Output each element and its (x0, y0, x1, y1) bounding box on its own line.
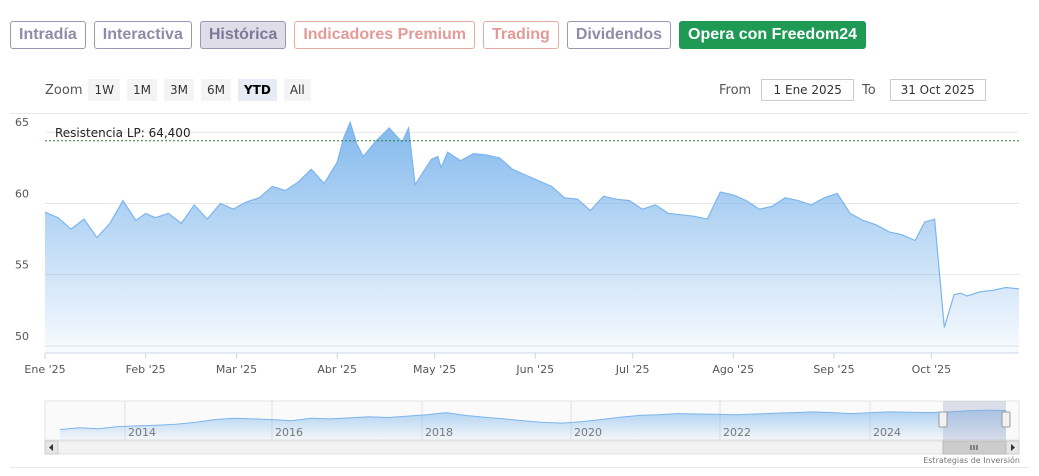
navigator-right-handle[interactable] (1001, 411, 1011, 428)
tab-dividendos[interactable]: Dividendos (566, 21, 672, 49)
range-to: To 31 Oct 2025 (862, 79, 986, 101)
x-tick-label: Mar '25 (216, 363, 257, 376)
zoom-ytd-button[interactable]: YTD (237, 79, 277, 101)
freedom24-button[interactable]: Opera con Freedom24 (679, 21, 866, 49)
tab-bar: Intradía Interactiva Histórica Indicador… (10, 21, 866, 49)
x-tick-label: Jun '25 (515, 363, 554, 376)
x-tick-label: Oct '25 (912, 363, 952, 376)
range-to-label: To (862, 82, 876, 98)
y-tick-label: 50 (15, 330, 29, 343)
y-tick-label: 60 (15, 187, 29, 200)
scroll-left-arrow-icon (49, 444, 53, 451)
x-tick-label: Abr '25 (317, 363, 357, 376)
scrollbar-track[interactable] (44, 440, 1020, 455)
price-area (45, 122, 1019, 353)
navigator-area (60, 410, 1006, 440)
chart-credits[interactable]: Estrategias de Inversión (923, 456, 1020, 465)
tab-indicadores-premium[interactable]: Indicadores Premium (294, 21, 476, 49)
range-from: From 1 Ene 2025 (719, 79, 855, 101)
zoom-1w-button[interactable]: 1W (88, 79, 120, 101)
tab-trading[interactable]: Trading (483, 21, 559, 49)
zoom-3m-button[interactable]: 3M (163, 79, 194, 101)
x-tick-label: Ago '25 (712, 363, 754, 376)
price-line[interactable] (44, 120, 1020, 328)
navigator-year-label: 2022 (723, 426, 751, 439)
tab-interactiva[interactable]: Interactiva (93, 21, 192, 49)
divider-bottom (10, 467, 1029, 468)
x-tick-label: May '25 (413, 363, 456, 376)
x-tick-label: Feb '25 (126, 363, 166, 376)
range-from-input[interactable]: 1 Ene 2025 (761, 79, 855, 101)
x-tick-label: Jul '25 (615, 363, 650, 376)
tab-intradia[interactable]: Intradía (10, 21, 86, 49)
tab-historica[interactable]: Histórica (199, 21, 287, 49)
y-tick-label: 55 (15, 259, 29, 272)
navigator-year-label: 2024 (873, 426, 901, 439)
zoom-1m-button[interactable]: 1M (126, 79, 157, 101)
divider-top (10, 113, 1029, 114)
zoom-all-button[interactable]: All (283, 79, 311, 101)
navigator-left-handle[interactable] (938, 411, 948, 428)
range-from-label: From (719, 82, 752, 98)
zoom-label: Zoom (45, 82, 83, 98)
navigator-selection[interactable] (943, 401, 1006, 440)
y-tick-label: 65 (15, 116, 29, 129)
zoom-selector: Zoom 1W 1M 3M 6M YTD All (45, 79, 318, 101)
scrollbar-grip-icon (970, 445, 978, 450)
navigator-year-label: 2018 (425, 426, 453, 439)
navigator-year-label: 2020 (574, 426, 602, 439)
range-to-input[interactable]: 31 Oct 2025 (889, 79, 986, 101)
x-tick-label: Ene '25 (24, 363, 65, 376)
scroll-right-arrow-icon (1011, 444, 1015, 451)
zoom-6m-button[interactable]: 6M (200, 79, 231, 101)
navigator-year-label: 2016 (275, 426, 303, 439)
resistance-label: Resistencia LP: 64,400 (55, 126, 191, 140)
navigator-year-label: 2014 (128, 426, 156, 439)
navigator-line (59, 409, 1007, 430)
x-tick-label: Sep '25 (813, 363, 854, 376)
